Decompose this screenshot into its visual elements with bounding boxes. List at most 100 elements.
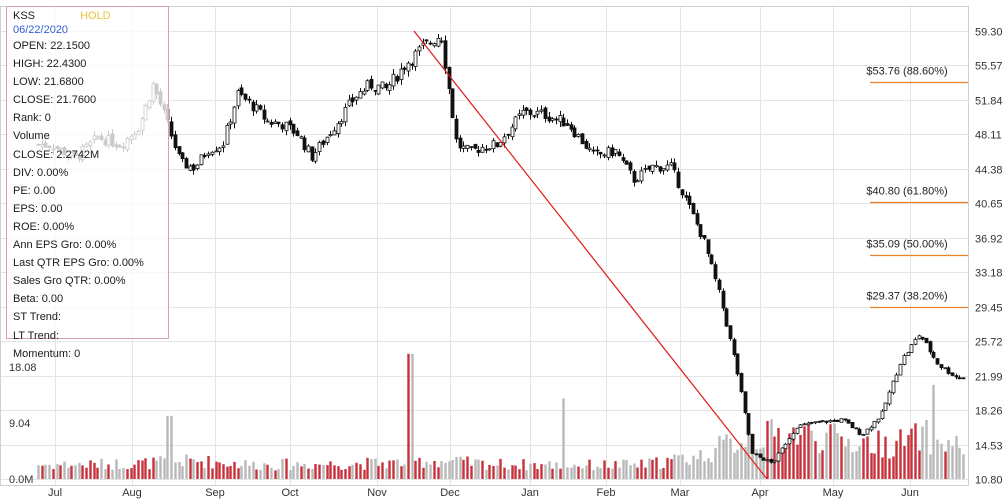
candle-body [954,375,959,378]
candle-body [828,420,833,423]
volume-bar [451,459,454,479]
volume-bar [107,464,110,479]
volume-bar [729,438,732,479]
candle-body [436,38,441,47]
month-label: Sep [205,487,225,499]
volume-bar [462,459,465,479]
volume-bar [370,459,373,479]
volume-bar [433,460,436,479]
candle-body [413,50,418,67]
candle-body [946,367,951,374]
candle-body [857,428,862,435]
candle-body [783,443,788,450]
volume-bar [377,465,380,479]
candle-body [417,46,422,52]
fib-level-label: $29.37 (38.20%) [866,291,947,303]
volume-bar [611,468,614,479]
price-tick-label: 40.65 [975,199,1003,211]
candle-body [698,224,703,238]
candle-body [732,339,737,356]
volume-bar [229,466,232,479]
candle-body [643,168,648,170]
volume-bar [659,468,662,479]
candle-body [291,123,296,134]
volume-bar [751,448,754,479]
candle-body [931,351,936,358]
volume-bar [725,434,728,479]
volume-bar [899,429,902,479]
volume-bar [466,456,469,479]
candle-body [210,151,215,155]
candle-body [310,146,315,161]
volume-bar [148,469,151,479]
candle-body [776,452,781,462]
volume-bar [670,459,673,479]
price-tick-label: 51.84 [975,96,1003,108]
volume-bar [126,469,129,479]
candle-body [909,344,914,353]
volume-bar [625,459,628,479]
volume-bar [944,451,947,479]
candle-body [239,87,244,95]
volume-bar [581,468,584,479]
volume-bar [37,465,40,479]
volume-bar [551,468,554,479]
field-pe: PE: 0.00 [13,184,56,197]
candle-body [654,164,659,168]
volume-bar [185,454,188,479]
volume-bar [925,419,928,479]
candle-body [735,353,740,375]
candle-body [243,93,248,100]
volume-bar [93,462,96,479]
price-tick-label: 18.26 [975,406,1003,418]
price-tick-label: 44.38 [975,165,1003,177]
volume-bar [673,454,676,479]
volume-bar [962,454,965,479]
volume-bar [636,467,639,479]
volume-bar [314,464,317,479]
candle-body [336,123,341,134]
volume-bar [677,455,680,479]
candle-body [939,364,944,369]
volume-bar [858,446,861,479]
volume-bar [633,463,636,479]
candle-body [502,136,507,144]
volume-tick-label: 18.08 [9,362,37,374]
candle-body [387,84,392,91]
volume-bar [266,464,269,479]
volume-bar [818,453,821,479]
volume-bar [881,457,884,479]
volume-bar [196,462,199,479]
candle-body [343,107,348,123]
candle-body [225,124,230,145]
candle-body [199,154,204,166]
candle-body [806,422,811,426]
volume-bar [618,467,621,479]
volume-bar [492,465,495,479]
candle-body [498,141,503,147]
candle-body [313,152,318,162]
volume-bar [455,457,458,479]
volume-bar [163,458,166,479]
candle-body [299,136,304,139]
candle-body [395,76,400,82]
volume-bar [855,451,858,479]
volume-bar [67,467,70,479]
volume-bar [792,427,795,479]
volume-bar [910,428,913,479]
volume-bar [921,426,924,479]
candle-body [206,153,211,156]
field-open: OPEN: 22.1500 [13,40,91,52]
candle-body [665,164,670,171]
candle-body [891,380,896,394]
candle-body [184,158,189,169]
volume-bar [585,465,588,479]
volume-bar [414,460,417,479]
volume-bar [888,458,891,479]
volume-bar [189,458,192,479]
volume-bar [56,464,59,479]
candle-body [280,124,285,130]
volume-bar [895,440,898,479]
candle-body [365,80,370,91]
candle-body [754,453,759,456]
